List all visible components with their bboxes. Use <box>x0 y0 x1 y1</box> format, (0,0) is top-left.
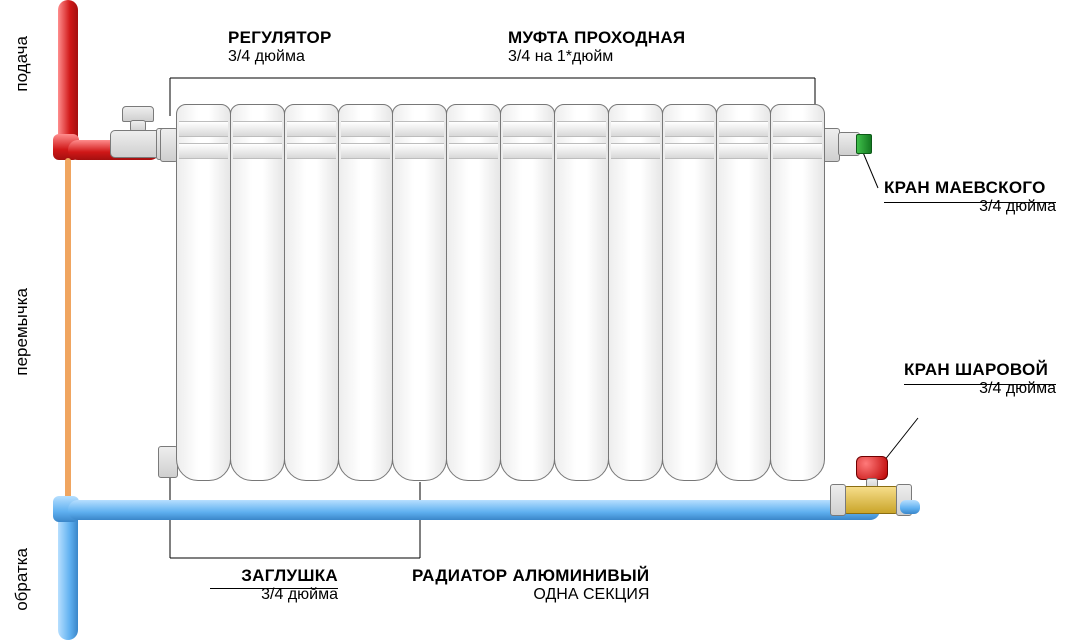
label-regulator: РЕГУЛЯТОР 3/4 дюйма <box>228 28 332 66</box>
label-coupling: МУФТА ПРОХОДНАЯ 3/4 на 1*дюйм <box>508 28 685 66</box>
label-plug-title: ЗАГЛУШКА <box>210 566 338 586</box>
label-ballvalve-title: КРАН ШАРОВОЙ <box>904 360 1056 380</box>
label-coupling-title: МУФТА ПРОХОДНАЯ <box>508 28 685 48</box>
radiator-section <box>770 104 825 481</box>
label-regulator-title: РЕГУЛЯТОР <box>228 28 332 48</box>
radiator-section <box>446 104 501 481</box>
label-radiator-title: РАДИАТОР АЛЮМИНИВЫЙ <box>412 566 649 586</box>
radiator-section <box>716 104 771 481</box>
label-bypass: перемычка <box>12 288 32 376</box>
label-ballvalve: КРАН ШАРОВОЙ 3/4 дюйма <box>904 360 1056 398</box>
radiator-section <box>338 104 393 481</box>
pipe-return-stub <box>900 500 920 514</box>
radiator-section <box>554 104 609 481</box>
label-return: обратка <box>12 548 32 611</box>
radiator-section <box>662 104 717 481</box>
radiator-section <box>392 104 447 481</box>
label-ballvalve-sub: 3/4 дюйма <box>904 380 1056 398</box>
pipe-bypass <box>65 158 71 504</box>
radiator-section <box>284 104 339 481</box>
label-maevsky-sub: 3/4 дюйма <box>884 198 1056 216</box>
radiator-section <box>230 104 285 481</box>
plug <box>158 446 178 478</box>
radiator-section <box>176 104 231 481</box>
pipe-return-horizontal <box>68 500 880 520</box>
label-coupling-sub: 3/4 на 1*дюйм <box>508 48 685 66</box>
radiator-section <box>500 104 555 481</box>
label-regulator-sub: 3/4 дюйма <box>228 48 332 66</box>
label-supply: подача <box>12 36 32 92</box>
radiator <box>176 104 824 480</box>
label-maevsky: КРАН МАЕВСКОГО 3/4 дюйма <box>884 178 1056 216</box>
regulator-valve <box>110 106 166 162</box>
label-radiator-sub: ОДНА СЕКЦИЯ <box>412 586 649 604</box>
label-maevsky-title: КРАН МАЕВСКОГО <box>884 178 1056 198</box>
diagram-stage: РЕГУЛЯТОР 3/4 дюйма МУФТА ПРОХОДНАЯ 3/4 … <box>0 0 1070 640</box>
label-radiator: РАДИАТОР АЛЮМИНИВЫЙ ОДНА СЕКЦИЯ <box>412 566 649 604</box>
label-plug: ЗАГЛУШКА 3/4 дюйма <box>210 566 338 604</box>
maevsky-valve <box>838 130 872 156</box>
radiator-section <box>608 104 663 481</box>
